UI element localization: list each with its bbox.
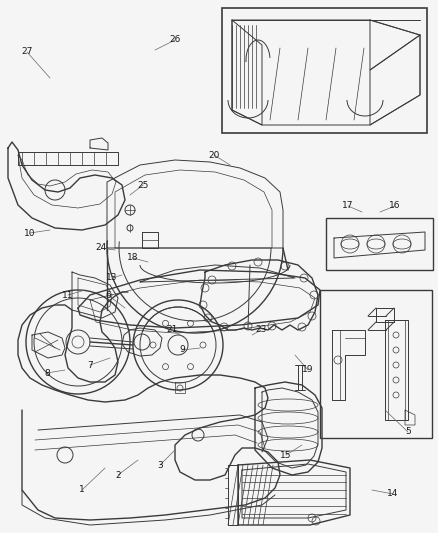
- Text: 7: 7: [87, 360, 93, 369]
- Text: 9: 9: [179, 345, 185, 354]
- Text: 15: 15: [280, 450, 292, 459]
- Text: 21: 21: [166, 326, 178, 335]
- Text: 13: 13: [106, 273, 118, 282]
- Text: 10: 10: [24, 229, 36, 238]
- Text: 18: 18: [127, 254, 139, 262]
- Text: 24: 24: [95, 244, 106, 253]
- Text: 14: 14: [387, 489, 399, 498]
- Text: 17: 17: [342, 201, 354, 211]
- Text: 5: 5: [405, 427, 411, 437]
- Text: 6: 6: [105, 290, 111, 300]
- Bar: [222, 8, 427, 133]
- Text: 3: 3: [157, 461, 163, 470]
- Text: 25: 25: [137, 181, 148, 190]
- Bar: [326, 218, 433, 270]
- Text: 23: 23: [255, 326, 267, 335]
- Text: 19: 19: [302, 366, 314, 375]
- Text: 1: 1: [79, 486, 85, 495]
- Text: 2: 2: [115, 471, 121, 480]
- Text: 8: 8: [44, 368, 50, 377]
- Text: 11: 11: [62, 290, 74, 300]
- Bar: [320, 290, 432, 438]
- Text: 26: 26: [170, 36, 181, 44]
- Text: 16: 16: [389, 201, 401, 211]
- Text: 20: 20: [208, 150, 220, 159]
- Text: 27: 27: [21, 47, 33, 56]
